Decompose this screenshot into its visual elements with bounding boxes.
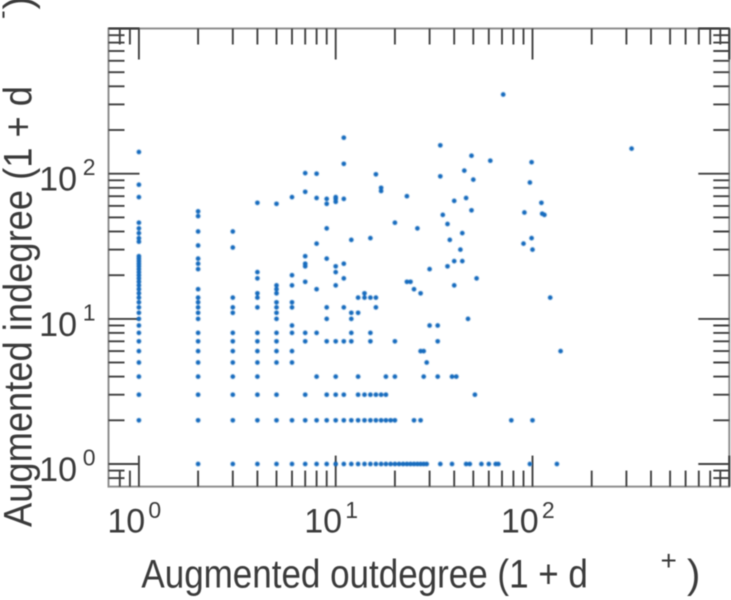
svg-text:10: 10 [304,503,342,541]
svg-text:1: 1 [83,299,96,325]
svg-text:): ) [687,553,700,597]
svg-text:10: 10 [107,503,145,541]
svg-text:): ) [0,0,41,10]
svg-text:-: - [0,10,17,19]
svg-text:2: 2 [83,154,96,180]
svg-text:10: 10 [39,306,77,344]
svg-text:+: + [661,545,677,576]
svg-text:10: 10 [501,503,539,541]
svg-text:Augmented outdegree (1 + d: Augmented outdegree (1 + d [141,553,588,597]
svg-text:Augmented indegree (1 + d: Augmented indegree (1 + d [0,86,41,527]
svg-text:0: 0 [83,445,96,471]
svg-text:10: 10 [39,161,77,199]
svg-text:1: 1 [345,497,358,523]
svg-text:0: 0 [148,497,161,523]
svg-text:2: 2 [542,497,555,523]
svg-text:10: 10 [39,451,77,489]
